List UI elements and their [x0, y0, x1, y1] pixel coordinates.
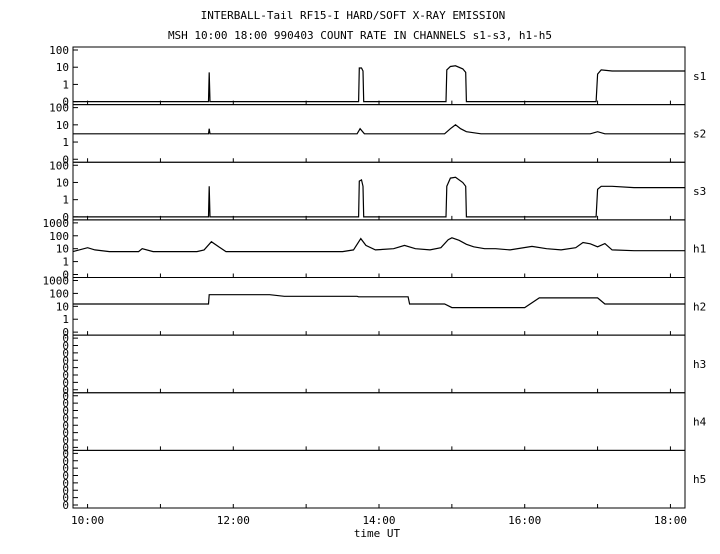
y-tick-label: 0: [62, 376, 69, 389]
channel-label-h2: h2: [693, 300, 706, 313]
x-tick-label: 16:00: [508, 514, 541, 527]
y-tick-label: 0: [62, 427, 69, 440]
panel-frame: [72, 392, 686, 451]
panels-group: 1001010s11001010s21001010s310001001010h1…: [43, 44, 707, 512]
x-tick-label: 18:00: [654, 514, 687, 527]
y-tick-label: 1000: [43, 217, 70, 230]
y-tick-label: 0: [62, 332, 69, 345]
y-tick-label: 0: [62, 390, 69, 403]
panel-frame: [72, 219, 686, 278]
x-tick-label: 12:00: [217, 514, 250, 527]
series-line-s2: [73, 124, 685, 135]
y-tick-label: 1: [62, 78, 69, 91]
y-tick-label: 1: [62, 136, 69, 149]
y-tick-label: 100: [49, 44, 69, 57]
y-tick-label: 10: [56, 176, 69, 189]
y-tick-label: 100: [49, 102, 69, 115]
y-tick-label: 0: [62, 455, 69, 468]
y-tick-label: 0: [62, 96, 69, 109]
y-tick-label: 1: [62, 194, 69, 207]
y-tick-label: 1000: [43, 275, 70, 288]
y-tick-label: 0: [62, 434, 69, 447]
y-tick-label: 10: [56, 300, 69, 313]
panel-frame: [72, 334, 686, 394]
channel-label-h4: h4: [693, 416, 707, 429]
channel-label-h1: h1: [693, 243, 706, 256]
panel-frame: [72, 46, 686, 106]
chart-subtitle: MSH 10:00 18:00 990403 COUNT RATE IN CHA…: [168, 29, 552, 42]
panel-frame: [72, 277, 686, 336]
y-tick-label: 10: [56, 61, 69, 74]
y-tick-label: 0: [62, 499, 69, 512]
y-tick-label: 0: [62, 462, 69, 475]
y-tick-label: 0: [62, 211, 69, 224]
y-tick-label: 0: [62, 447, 69, 460]
y-tick-label: 1: [62, 313, 69, 326]
channel-label-s1: s1: [693, 70, 706, 83]
y-tick-label: 0: [62, 405, 69, 418]
channel-label-h3: h3: [693, 358, 706, 371]
y-tick-label: 0: [62, 470, 69, 483]
panel-frame: [72, 161, 686, 221]
channel-label-s2: s2: [693, 127, 706, 140]
x-tick-label: 10:00: [71, 514, 104, 527]
y-tick-label: 0: [62, 384, 69, 397]
series-line-h2: [73, 294, 685, 309]
x-axis: 10:00 12:00 14:00 16:00 18:00: [71, 514, 687, 527]
x-tick-label: 14:00: [362, 514, 395, 527]
y-tick-label: 100: [49, 287, 69, 300]
y-tick-label: 1: [62, 256, 69, 269]
chart-title: INTERBALL-Tail RF15-I HARD/SOFT X-RAY EM…: [201, 9, 506, 22]
y-tick-label: 0: [62, 419, 69, 432]
y-tick-label: 0: [62, 362, 69, 375]
y-tick-label: 100: [49, 159, 69, 172]
y-tick-label: 0: [62, 492, 69, 505]
y-tick-label: 0: [62, 477, 69, 490]
y-tick-label: 0: [62, 397, 69, 410]
channel-label-h5: h5: [693, 473, 706, 486]
y-tick-label: 0: [62, 369, 69, 382]
channel-label-s3: s3: [693, 185, 706, 198]
y-tick-label: 0: [62, 441, 69, 454]
y-tick-label: 0: [62, 340, 69, 353]
series-line-s3: [73, 176, 685, 218]
y-tick-label: 0: [62, 484, 69, 497]
y-tick-label: 0: [62, 354, 69, 367]
y-tick-label: 0: [62, 153, 69, 166]
y-tick-label: 10: [56, 119, 69, 132]
y-tick-label: 0: [62, 347, 69, 360]
series-line-h1: [72, 237, 685, 253]
y-tick-label: 100: [49, 230, 69, 243]
y-tick-label: 0: [62, 412, 69, 425]
series-line-s1: [73, 65, 685, 103]
x-axis-label: time UT: [354, 527, 401, 540]
y-tick-label: 0: [62, 326, 69, 339]
y-tick-label: 0: [62, 269, 69, 282]
panel-frame: [72, 449, 686, 509]
y-tick-label: 10: [56, 243, 69, 256]
